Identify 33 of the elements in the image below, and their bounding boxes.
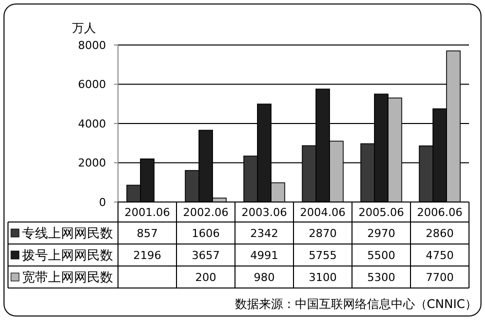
data-label: 2970: [367, 226, 396, 240]
x-tick-label: 2001.06: [124, 206, 170, 219]
legend-label: 宽带上网网民数: [22, 270, 113, 286]
data-label: 4750: [426, 248, 454, 262]
data-label: 7700: [426, 270, 454, 284]
data-label: 857: [136, 226, 158, 240]
data-label: 5300: [367, 270, 396, 284]
x-tick-label: 2002.06: [183, 206, 228, 219]
y-axis-title: 万人: [72, 21, 96, 35]
data-label: 5500: [367, 248, 396, 262]
data-label: 2342: [250, 226, 278, 240]
data-label: 1606: [192, 226, 220, 240]
data-label: 4991: [250, 248, 278, 262]
data-label: 2196: [133, 248, 162, 262]
data-label: 2860: [426, 226, 454, 240]
legend-label: 专线上网网民数: [22, 226, 113, 242]
data-label: 2870: [308, 226, 337, 240]
x-tick-label: 2003.06: [242, 206, 287, 219]
x-tick-label: 2004.06: [300, 206, 346, 219]
data-label: 200: [195, 270, 216, 284]
y-tick-label: 2000: [78, 156, 106, 170]
data-label: 980: [254, 270, 275, 284]
data-label: 5755: [308, 248, 337, 262]
y-tick-label: 0: [99, 196, 106, 209]
y-tick-label: 8000: [78, 38, 106, 52]
y-tick-label: 6000: [78, 78, 106, 92]
y-tick-label: 4000: [78, 117, 106, 130]
legend-label: 拨号上网网民数: [22, 248, 113, 264]
source-note: 数据来源：中国互联网络信息中心（CNNIC）: [234, 297, 477, 311]
data-label: 3657: [192, 248, 220, 262]
data-label: 3100: [308, 270, 337, 284]
x-tick-label: 2005.06: [358, 206, 404, 219]
x-tick-label: 2006.06: [417, 206, 462, 219]
